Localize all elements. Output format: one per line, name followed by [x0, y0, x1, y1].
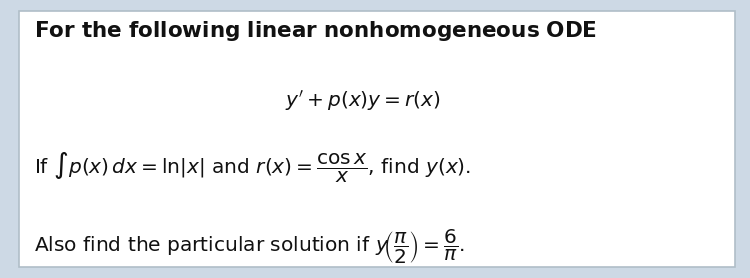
FancyBboxPatch shape	[19, 11, 735, 267]
Text: If $\int p(x)\, dx = \ln|x|$ and $r(x) = \dfrac{\mathrm{cos}\, x}{x}$, find $y(x: If $\int p(x)\, dx = \ln|x|$ and $r(x) =…	[34, 150, 471, 185]
Text: $\mathbf{For\ the\ following\ linear\ nonhomogeneous\ ODE}$: $\mathbf{For\ the\ following\ linear\ no…	[34, 19, 597, 43]
Text: Also find the particular solution if $y\!\left(\dfrac{\pi}{2}\right) = \dfrac{6}: Also find the particular solution if $y\…	[34, 228, 465, 266]
Text: $y' + p(x)y = r(x)$: $y' + p(x)y = r(x)$	[285, 89, 441, 113]
